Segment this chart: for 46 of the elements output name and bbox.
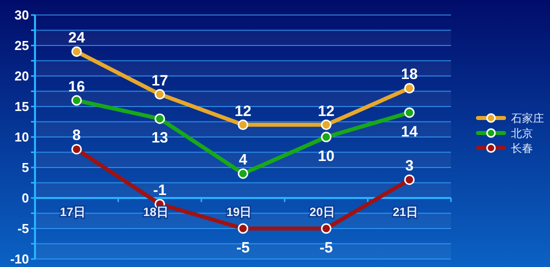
y-tick-label: 5 [22, 160, 29, 175]
point [404, 82, 415, 94]
legend-label: 长春 [511, 142, 533, 155]
y-tick-label: 0 [22, 190, 29, 206]
y-tick-label: -5 [17, 221, 29, 236]
data-label: 12 [318, 102, 335, 120]
legend-label: 北京 [511, 127, 533, 140]
y-tick-label: 20 [14, 68, 29, 84]
point [320, 223, 332, 234]
data-label: 8 [72, 127, 81, 144]
data-label: 18 [401, 66, 418, 84]
data-label: 3 [405, 158, 414, 175]
y-tick-label: 10 [14, 130, 29, 144]
point [238, 168, 248, 179]
y-tick-label: -10 [10, 252, 29, 266]
point [320, 132, 332, 142]
point [320, 120, 332, 130]
y-tick-label: 25 [14, 38, 29, 53]
data-label: -5 [320, 240, 333, 256]
point [154, 113, 166, 124]
data-label: 17 [151, 72, 168, 90]
x-tick-label: 20日 [310, 205, 335, 219]
point [404, 174, 415, 185]
data-label: 16 [68, 78, 85, 96]
point [238, 223, 248, 234]
y-tick-label: 30 [14, 8, 29, 22]
y-tick-label: 15 [14, 99, 29, 114]
x-tick-label: 17日 [60, 205, 86, 219]
x-tick-label: 18日 [143, 205, 168, 219]
data-label: -5 [236, 240, 250, 256]
x-tick-label: 19日 [226, 205, 252, 219]
data-label: -1 [153, 182, 166, 200]
point [238, 120, 248, 130]
legend-label: 石家庄 [511, 112, 544, 125]
data-label: 14 [401, 124, 418, 141]
point [71, 46, 82, 57]
point [71, 95, 82, 106]
point [71, 144, 82, 154]
data-label: 10 [318, 148, 335, 165]
data-label: 12 [234, 102, 252, 120]
data-label: 4 [238, 152, 248, 169]
x-tick-label: 21日 [392, 205, 418, 219]
data-label: 24 [68, 30, 86, 47]
point [404, 107, 415, 118]
data-label: 13 [151, 130, 168, 147]
point [154, 89, 166, 100]
